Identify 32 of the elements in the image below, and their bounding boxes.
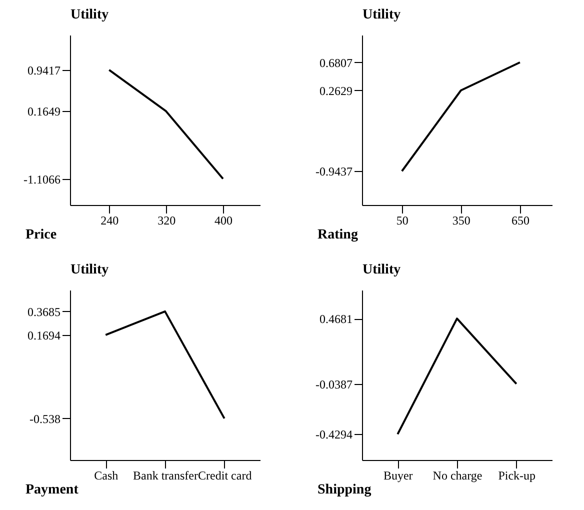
y-tick-label: 0.4681	[320, 312, 352, 326]
y-tick-label: 0.2629	[320, 84, 352, 98]
y-tick-label: -0.538	[30, 412, 60, 426]
x-axis-title: Shipping	[318, 482, 372, 498]
x-tick-label: Bank transfer	[133, 468, 198, 482]
x-tick-label: No charge	[432, 468, 482, 482]
x-tick-label: Buyer	[383, 468, 413, 482]
x-tick-label: Cash	[94, 468, 118, 482]
y-tick-label: -0.9437	[316, 164, 352, 179]
x-tick-label: 320	[158, 214, 176, 228]
y-axis-title: Utility	[362, 262, 401, 278]
x-tick-label: 400	[214, 214, 232, 228]
y-tick-label: -1.1066	[24, 172, 60, 186]
y-tick-label: 0.1649	[28, 104, 60, 119]
x-tick-label: Pick-up	[498, 468, 536, 482]
x-tick-label: 240	[100, 214, 119, 228]
y-tick-label: 0.6807	[320, 56, 352, 70]
x-tick-label: 650	[511, 214, 530, 228]
y-tick-label: 0.9417	[28, 63, 60, 78]
y-tick-label: -0.4294	[316, 428, 352, 442]
x-tick-label: Credit card	[198, 468, 252, 482]
x-axis-title: Price	[26, 228, 57, 242]
y-tick-label: 0.3685	[28, 304, 60, 319]
y-tick-label: -0.0387	[316, 377, 352, 392]
x-axis-title: Payment	[26, 482, 79, 498]
y-axis-title: Utility	[70, 262, 109, 278]
x-tick-label: 350	[452, 214, 470, 228]
x-axis-title: Rating	[318, 228, 358, 242]
y-tick-label: 0.1694	[28, 328, 60, 342]
x-tick-label: 50	[396, 214, 408, 228]
y-axis-title: Utility	[362, 8, 401, 22]
y-axis-title: Utility	[70, 8, 109, 22]
